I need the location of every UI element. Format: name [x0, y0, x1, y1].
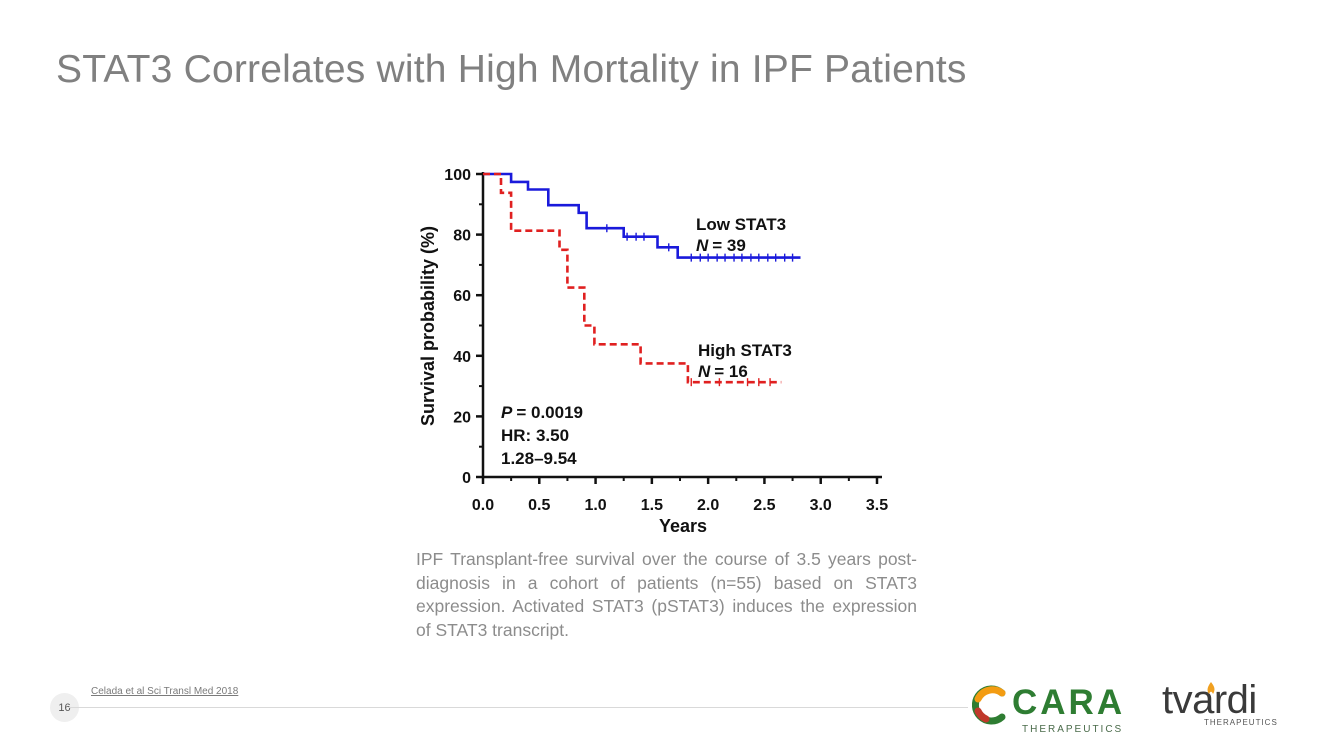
n-prefix-high: N: [698, 362, 711, 381]
cara-logo-subtitle: THERAPEUTICS: [1022, 724, 1124, 735]
x-tick-label: 0.0: [472, 497, 494, 514]
chart-series-layer: [483, 172, 801, 387]
n-value-high: = 16: [714, 362, 748, 381]
x-tick-label: 3.5: [866, 497, 888, 514]
p-value-annotation: P = 0.0019: [501, 403, 583, 422]
cara-logo: CARA THERAPEUTICS: [972, 683, 1150, 737]
p-label: P: [501, 403, 513, 422]
series-n-high-stat3: N = 16: [698, 362, 748, 381]
citation-link[interactable]: Celada et al Sci Transl Med 2018: [91, 686, 239, 697]
y-tick-label: 80: [453, 228, 471, 245]
tvardi-logo-subtitle: THERAPEUTICS: [1204, 718, 1278, 727]
x-tick-label: 0.5: [528, 497, 550, 514]
y-tick-label: 60: [453, 288, 471, 305]
x-axis-label: Years: [659, 516, 707, 536]
x-tick-label: 2.5: [753, 497, 775, 514]
figure-caption: IPF Transplant-free survival over the co…: [416, 549, 917, 640]
series-label-low-stat3: Low STAT3: [696, 215, 786, 234]
ci-annotation: 1.28–9.54: [501, 449, 577, 468]
hr-annotation: HR: 3.50: [501, 426, 569, 445]
x-tick-label: 3.0: [810, 497, 832, 514]
y-axis-label: Survival probability (%): [418, 226, 438, 426]
cara-logo-text: CARA: [1012, 683, 1126, 722]
km-survival-chart: 0.0 0.5 1.0 1.5 2.0 2.5 3.0 3.5 0 20 40 60 80 100 Yea…: [418, 167, 888, 536]
p-value: = 0.0019: [516, 403, 583, 422]
y-tick-label: 40: [453, 349, 471, 366]
x-tick-label: 1.5: [641, 497, 663, 514]
series-n-low-stat3: N = 39: [696, 236, 746, 255]
survival-curve-low-stat3: [483, 172, 801, 259]
x-tick-label: 2.0: [697, 497, 719, 514]
tvardi-logo: tvardi THERAPEUTICS: [1160, 678, 1295, 730]
y-tick-label: 100: [444, 167, 471, 184]
cara-c-mark-icon: [972, 685, 1006, 725]
slide-title: STAT3 Correlates with High Mortality in …: [56, 48, 967, 91]
y-tick-label: 20: [453, 409, 471, 426]
n-prefix-low: N: [696, 236, 709, 255]
x-tick-label: 1.0: [584, 497, 606, 514]
n-value-low: = 39: [712, 236, 746, 255]
tvardi-flame-icon: [1207, 682, 1215, 694]
chart-ticks: 0.0 0.5 1.0 1.5 2.0 2.5 3.0 3.5 0 20 40 60 80 100: [444, 167, 888, 514]
footer-divider: [68, 707, 968, 708]
series-label-high-stat3: High STAT3: [698, 341, 792, 360]
y-tick-label: 0: [462, 470, 471, 487]
survival-curve-high-stat3: [483, 172, 782, 384]
